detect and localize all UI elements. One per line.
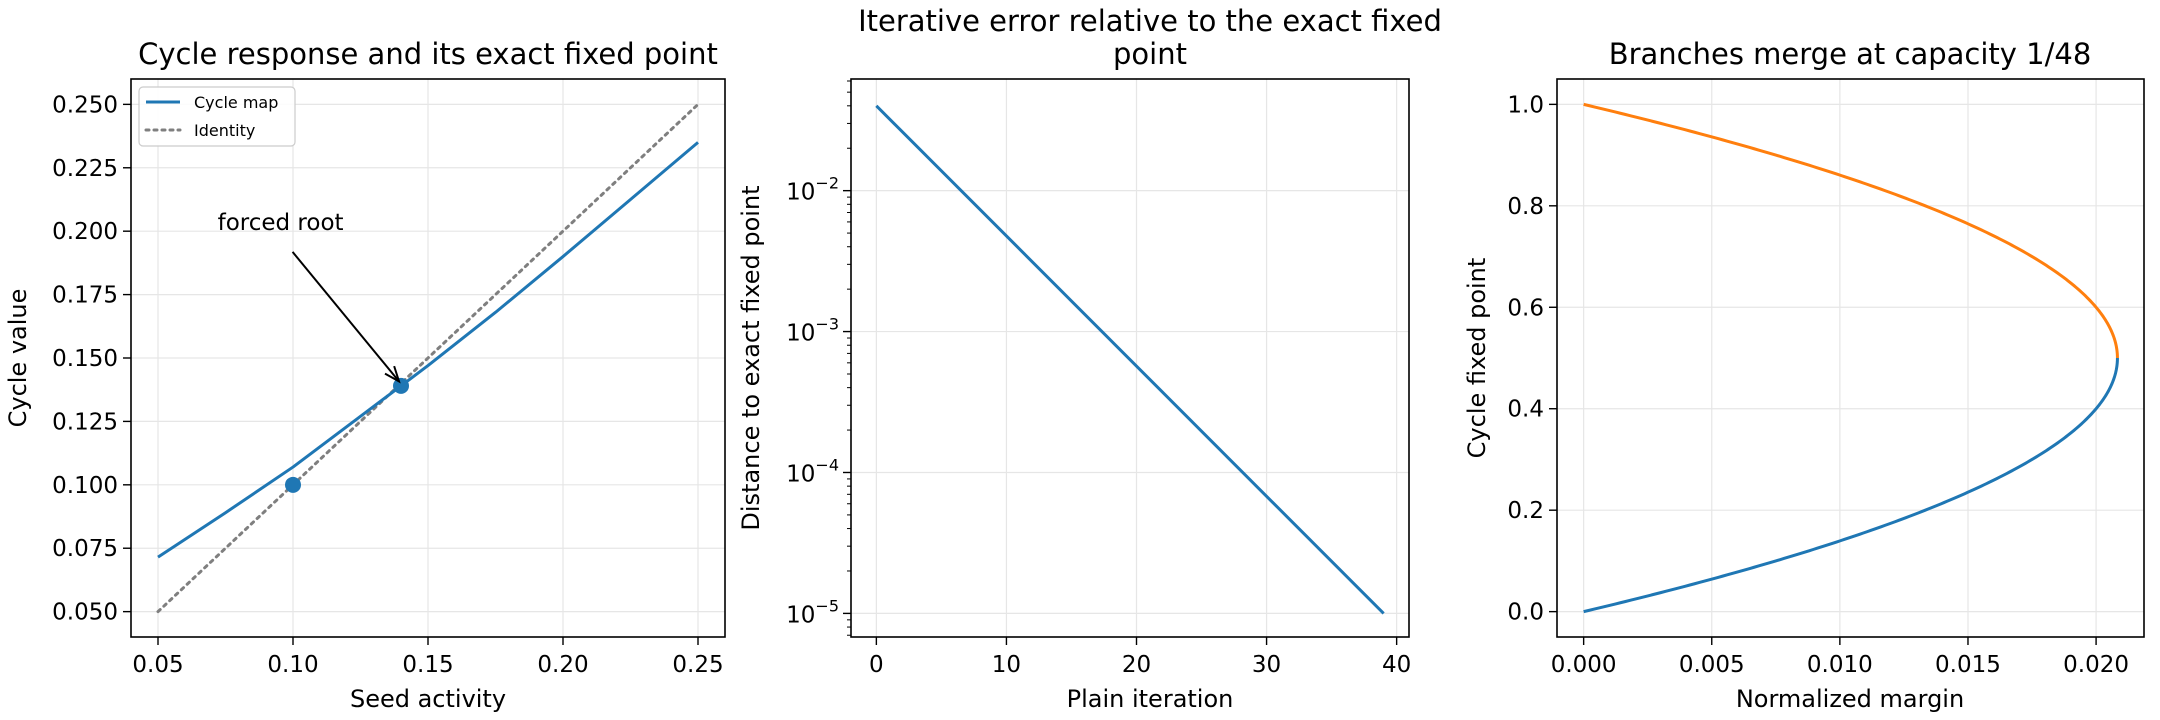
x-tick-label: 10 — [992, 652, 1021, 678]
series-upper-branch — [1583, 102, 2119, 359]
y-tick-label: 0.150 — [52, 346, 118, 372]
y-tick-label: 0.125 — [52, 409, 118, 435]
panel2-y-axis-label: Distance to exact fixed point — [737, 185, 765, 530]
panel-iterative-error: 0 10 20 30 40 10−510−410−310−2 Iterative err… — [737, 4, 1442, 713]
panel1-y-ticks: 0.050 0.075 0.100 0.125 0.150 0.175 0.200 0.225… — [52, 92, 131, 626]
panel3-title: Branches merge at capacity 1/48 — [1609, 37, 2092, 71]
annotation-forced-root: forced root — [218, 210, 344, 236]
y-tick-label: 0.225 — [52, 156, 118, 182]
x-tick-label: 0 — [869, 652, 884, 678]
panel2-x-axis-label: Plain iteration — [1067, 685, 1234, 713]
panel3-frame — [1556, 78, 2145, 638]
panel1-y-axis-label: Cycle value — [4, 289, 32, 428]
x-tick-label: 20 — [1122, 652, 1151, 678]
y-tick-label: 0.175 — [52, 283, 118, 309]
annotation-arrow-shaft — [291, 251, 400, 382]
y-tick-label: 0.4 — [1507, 397, 1544, 423]
y-tick-label: 0.6 — [1507, 295, 1544, 321]
y-tick-exponent: −2 — [815, 174, 839, 193]
y-tick-label: 10−3 — [786, 315, 839, 347]
panel-branches: 0.000 0.005 0.010 0.015 0.020 0.00.20.40.60.… — [1463, 37, 2145, 713]
y-tick-label: 0.8 — [1507, 194, 1544, 220]
y-tick-label: 10−4 — [786, 455, 839, 487]
x-tick-label: 0.25 — [672, 652, 723, 678]
x-tick-label: 0.005 — [1679, 652, 1745, 678]
marker-point — [285, 476, 301, 493]
legend-label-cycle-map: Cycle map — [194, 93, 278, 112]
panel1-plot-area — [156, 102, 700, 614]
y-tick-exponent: −5 — [815, 596, 839, 615]
x-tick-label: 0.05 — [132, 652, 183, 678]
y-tick-label: 0.075 — [52, 536, 118, 562]
x-tick-label: 0.020 — [2063, 652, 2129, 678]
panel1-title: Cycle response and its exact fixed point — [138, 37, 718, 71]
x-tick-label: 0.15 — [402, 652, 453, 678]
x-tick-label: 0.10 — [267, 652, 318, 678]
y-tick-base: 10 — [786, 321, 815, 347]
series-identity-line — [156, 102, 700, 614]
x-tick-label: 30 — [1252, 652, 1281, 678]
y-tick-base: 10 — [786, 602, 815, 628]
y-tick-label: 0.100 — [52, 473, 118, 499]
y-tick-label: 10−5 — [786, 596, 839, 628]
y-tick-label: 1.0 — [1507, 92, 1544, 118]
y-tick-exponent: −3 — [815, 315, 839, 334]
y-tick-exponent: −4 — [815, 455, 839, 474]
y-tick-base: 10 — [786, 180, 815, 206]
x-tick-label: 0.015 — [1935, 652, 2001, 678]
panel-cycle-response: 0.05 0.10 0.15 0.20 0.25 0.050 0.075 0.100 0.12… — [4, 37, 726, 713]
y-tick-label: 0.0 — [1507, 600, 1544, 626]
x-tick-label: 0.010 — [1807, 652, 1873, 678]
annotation-arrow-head — [384, 365, 401, 384]
panel2-title-line1: Iterative error relative to the exact fi… — [858, 4, 1442, 38]
y-tick-label: 0.050 — [52, 600, 118, 626]
panel2-x-ticks: 0 10 20 30 40 — [869, 637, 1411, 678]
x-tick-label: 0.000 — [1551, 652, 1617, 678]
panel2-title-line2: point — [1113, 37, 1187, 71]
panel2-y-ticks: 10−510−410−310−2 — [786, 80, 851, 636]
y-tick-label: 0.200 — [52, 219, 118, 245]
y-tick-label: 0.250 — [52, 92, 118, 118]
y-tick-base: 10 — [786, 461, 815, 487]
panel2-frame — [850, 78, 1410, 638]
panel3-x-axis-label: Normalized margin — [1736, 685, 1964, 713]
x-tick-label: 0.20 — [537, 652, 588, 678]
panel1-x-ticks: 0.05 0.10 0.15 0.20 0.25 — [132, 637, 724, 678]
legend-label-identity: Identity — [194, 121, 255, 140]
series-cycle-map-line — [157, 141, 699, 559]
panel1-x-axis-label: Seed activity — [350, 685, 506, 713]
y-tick-label: 0.2 — [1507, 498, 1544, 524]
panel3-grid — [1557, 79, 2144, 637]
marker-point — [393, 377, 409, 394]
panel3-y-ticks: 0.0 0.2 0.4 0.6 0.8 1.0 — [1507, 92, 1557, 626]
panel1-legend: Cycle map Identity — [138, 86, 296, 147]
panel3-x-ticks: 0.000 0.005 0.010 0.015 0.020 — [1551, 637, 2129, 678]
y-tick-label: 10−2 — [786, 174, 839, 206]
panel3-plot-area — [1583, 102, 2119, 614]
panel2-grid — [851, 79, 1409, 637]
panel3-y-axis-label: Cycle fixed point — [1463, 258, 1491, 459]
series-lower-branch — [1583, 357, 2119, 614]
series-error-line — [875, 104, 1385, 615]
panel2-plot-area — [875, 104, 1385, 615]
x-tick-label: 40 — [1382, 652, 1411, 678]
